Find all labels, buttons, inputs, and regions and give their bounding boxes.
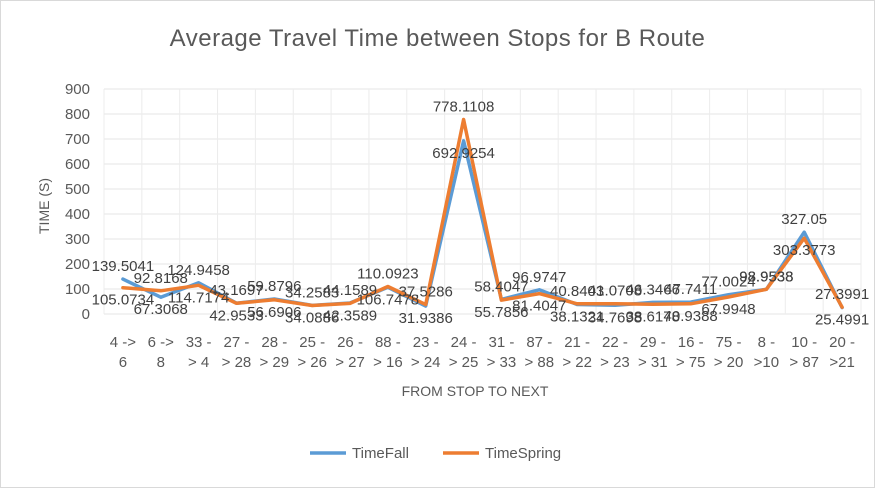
series-line-TimeSpring <box>121 117 844 309</box>
data-label-TimeFall: 44.1589 <box>323 282 377 299</box>
y-tick-label: 100 <box>65 281 90 298</box>
y-axis-label: TIME (S) <box>36 178 52 234</box>
y-tick-label: 900 <box>65 81 90 98</box>
data-label-TimeSpring: 38.6178 <box>626 308 680 325</box>
data-label-TimeSpring: 778.1108 <box>433 99 494 116</box>
data-label-TimeFall: 43.1697 <box>209 282 263 299</box>
data-labels: 139.504167.3068124.945843.169759.879634.… <box>92 99 870 329</box>
data-label-TimeFall: 31.9386 <box>399 310 453 327</box>
data-label-TimeFall: 47.7411 <box>664 281 717 298</box>
data-label-TimeSpring: 40.9388 <box>664 308 718 325</box>
x-tick-label: 6 -> 8 <box>148 334 175 371</box>
data-label-TimeSpring: 105.0734 <box>92 292 155 309</box>
data-label-TimeFall: 124.9458 <box>167 262 230 279</box>
x-tick-label: 87 -> 88 <box>524 334 554 371</box>
data-label-TimeSpring: 42.9533 <box>209 307 263 324</box>
data-label-TimeSpring: 56.6906 <box>247 304 301 321</box>
data-label-TimeFall: 106.7478 <box>357 291 420 308</box>
data-label-TimeSpring: 37.5286 <box>399 284 453 301</box>
data-label-TimeSpring: 81.4047 <box>512 298 566 315</box>
data-label-TimeFall: 34.7698 <box>588 309 642 326</box>
x-tick-label: 23 -> 24 <box>411 334 441 371</box>
data-label-TimeSpring: 303.3773 <box>773 242 836 259</box>
legend-label-TimeSpring: TimeSpring <box>485 445 561 462</box>
data-label-TimeSpring: 34.0886 <box>285 310 339 327</box>
data-label-TimeSpring: 114.7174 <box>168 289 229 306</box>
x-tick-label: 75 -> 20 <box>714 334 744 371</box>
x-tick-label: 33 -> 4 <box>186 334 212 371</box>
data-label-TimeFall: 98.9538 <box>739 268 793 285</box>
data-label-TimeFall: 77.0024 <box>701 274 755 291</box>
x-axis-label: FROM STOP TO NEXT <box>402 383 549 399</box>
chart-title: Average Travel Time between Stops for B … <box>169 25 706 52</box>
data-label-TimeSpring: 92.8168 <box>134 270 188 287</box>
x-tick-label: 20 ->21 <box>829 334 855 371</box>
data-label-TimeFall: 327.05 <box>781 211 827 228</box>
y-tick-label: 800 <box>65 106 90 123</box>
data-label-TimeFall: 96.9747 <box>512 269 566 286</box>
data-label-TimeSpring: 67.9948 <box>701 301 755 318</box>
data-label-TimeSpring: 98.9538 <box>739 268 793 285</box>
x-tick-label: 24 -> 25 <box>449 334 479 371</box>
y-axis-ticks: 0 100 200 300 400 500 600 700 800 900 <box>65 81 90 323</box>
legend-label-TimeFall: TimeFall <box>352 445 409 462</box>
data-label-TimeFall: 34.2583 <box>285 284 339 301</box>
y-tick-label: 400 <box>65 206 90 223</box>
data-label-TimeFall: 692.9254 <box>432 145 495 162</box>
data-label-TimeFall: 46.3466 <box>626 281 680 298</box>
x-tick-label: 88 -> 16 <box>373 334 403 371</box>
data-label-TimeSpring: 42.3589 <box>323 307 377 324</box>
series-lines <box>121 117 844 310</box>
x-tick-label: 22 -> 23 <box>600 334 630 371</box>
legend: TimeFall TimeSpring <box>310 445 561 462</box>
y-tick-label: 500 <box>65 181 90 198</box>
gridlines <box>103 88 862 315</box>
x-tick-label: 21 -> 22 <box>562 334 592 371</box>
data-label-TimeFall: 58.4047 <box>474 278 528 295</box>
y-tick-label: 700 <box>65 131 90 148</box>
data-label-TimeFall: 25.4991 <box>815 312 869 329</box>
data-label-TimeSpring: 40.8403 <box>550 283 604 300</box>
x-tick-label: 4 -> 6 <box>110 334 137 371</box>
x-tick-label: 8 ->10 <box>754 334 779 371</box>
data-label-TimeFall: 139.5041 <box>92 258 155 275</box>
data-label-TimeSpring: 55.7856 <box>474 304 528 321</box>
y-tick-label: 200 <box>65 256 90 273</box>
data-label-TimeFall: 38.1321 <box>550 309 604 326</box>
data-label-TimeSpring: 110.0923 <box>357 266 418 283</box>
x-tick-label: 28 -> 29 <box>260 334 290 371</box>
data-label-TimeFall: 59.8796 <box>247 278 301 295</box>
data-label-TimeSpring: 27.3991 <box>815 286 869 303</box>
y-tick-label: 300 <box>65 231 90 248</box>
data-label-TimeFall: 67.3068 <box>134 301 188 318</box>
x-tick-label: 31 -> 33 <box>487 334 517 371</box>
x-tick-label: 29 -> 31 <box>638 334 668 371</box>
x-tick-label: 25 -> 26 <box>297 334 327 371</box>
y-tick-label: 0 <box>82 306 90 323</box>
x-tick-label: 16 -> 75 <box>676 334 706 371</box>
x-tick-label: 26 -> 27 <box>335 334 365 371</box>
y-tick-label: 600 <box>65 156 90 173</box>
x-tick-label: 10 -> 87 <box>789 334 819 371</box>
x-tick-label: 27 -> 28 <box>222 334 252 371</box>
data-label-TimeSpring: 41.0708 <box>588 283 642 300</box>
